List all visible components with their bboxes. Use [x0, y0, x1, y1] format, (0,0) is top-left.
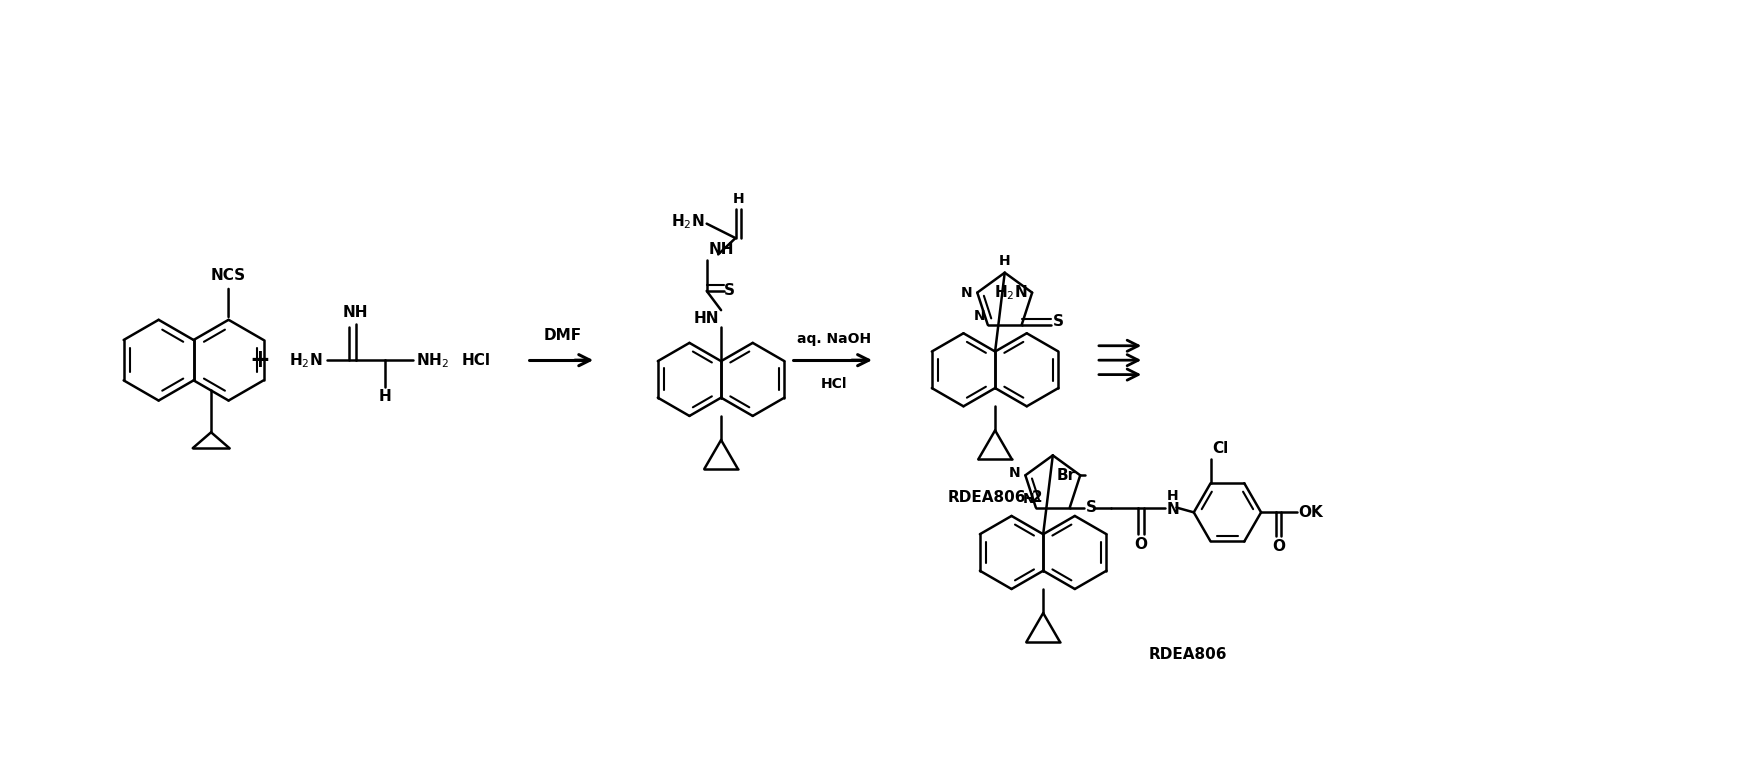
- Text: O: O: [1135, 538, 1147, 552]
- Text: S: S: [725, 284, 735, 298]
- Text: H$_2$N: H$_2$N: [288, 351, 321, 369]
- Text: N: N: [1023, 492, 1034, 506]
- Text: HN: HN: [693, 311, 719, 326]
- Text: NCS: NCS: [211, 268, 246, 284]
- Text: H: H: [733, 192, 744, 206]
- Text: N: N: [974, 309, 986, 323]
- Text: N: N: [1166, 502, 1180, 517]
- Text: RDEA806: RDEA806: [1149, 647, 1227, 661]
- Text: S: S: [1086, 500, 1096, 515]
- Text: H: H: [379, 389, 391, 404]
- Text: NH: NH: [709, 242, 733, 257]
- Text: HCl: HCl: [461, 353, 491, 368]
- Text: aq. NaOH: aq. NaOH: [796, 332, 871, 346]
- Text: HCl: HCl: [821, 378, 847, 392]
- Text: N: N: [1009, 467, 1021, 481]
- Text: Cl: Cl: [1212, 441, 1229, 456]
- Text: RDEA806-2: RDEA806-2: [948, 490, 1042, 505]
- Text: OK: OK: [1299, 505, 1323, 520]
- Text: H$_2$N: H$_2$N: [993, 284, 1027, 302]
- Text: DMF: DMF: [543, 328, 581, 343]
- Text: O: O: [1271, 539, 1285, 555]
- Text: N: N: [960, 286, 973, 300]
- Text: Br: Br: [1056, 468, 1076, 483]
- Text: H$_2$N: H$_2$N: [670, 213, 705, 231]
- Text: NH$_2$: NH$_2$: [416, 351, 449, 369]
- Text: +: +: [250, 348, 271, 372]
- Text: NH: NH: [342, 305, 368, 320]
- Text: H: H: [1166, 488, 1179, 502]
- Text: H: H: [999, 254, 1011, 268]
- Text: S: S: [1053, 315, 1063, 330]
